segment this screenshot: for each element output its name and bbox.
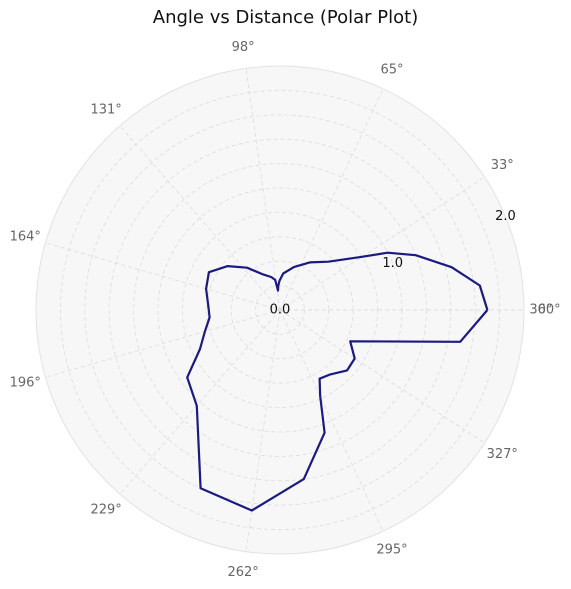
angular-gridline — [279, 176, 485, 311]
angle-tick-label: 0° — [538, 303, 553, 318]
angular-gridline — [45, 309, 281, 378]
angle-tick-label: 262° — [227, 565, 258, 580]
angular-gridline — [279, 88, 384, 311]
angular-gridline — [279, 309, 384, 532]
angle-tick-label: 164° — [10, 229, 41, 244]
radial-tick-label: 0.0 — [270, 303, 291, 318]
angle-tick-label: 33° — [491, 158, 514, 173]
angle-tick-label: 196° — [10, 376, 41, 391]
radial-gridline — [84, 114, 476, 506]
angular-gridline — [119, 309, 281, 495]
polar-grid — [35, 65, 525, 555]
radial-gridline — [133, 163, 427, 457]
angle-tick-label: 327° — [487, 447, 518, 462]
angle-tick-label: 65° — [380, 62, 403, 77]
series-line — [186, 251, 489, 512]
angular-gridline — [279, 309, 485, 444]
radial-tick-label: 1.0 — [382, 256, 403, 271]
angular-gridline — [245, 68, 281, 311]
radial-gridline — [230, 260, 330, 360]
radial-gridline — [181, 211, 378, 408]
chart-title: Angle vs Distance (Polar Plot) — [152, 7, 419, 28]
angular-gridline — [45, 242, 281, 311]
radial-tick-label: 2.0 — [495, 209, 516, 224]
angle-tick-label: 131° — [90, 103, 121, 118]
tick-labels: 0° 33° 65° 98° 131° 164° 196° 229° 262° 295° 327° 3… — [10, 40, 561, 580]
angular-gridline — [119, 125, 281, 311]
series-layer — [186, 251, 489, 512]
angle-tick-label: 295° — [376, 543, 407, 558]
angle-tick-label: 98° — [232, 40, 255, 55]
angle-tick-label: 229° — [90, 502, 121, 517]
angle-tick-label: 360° — [529, 303, 560, 318]
